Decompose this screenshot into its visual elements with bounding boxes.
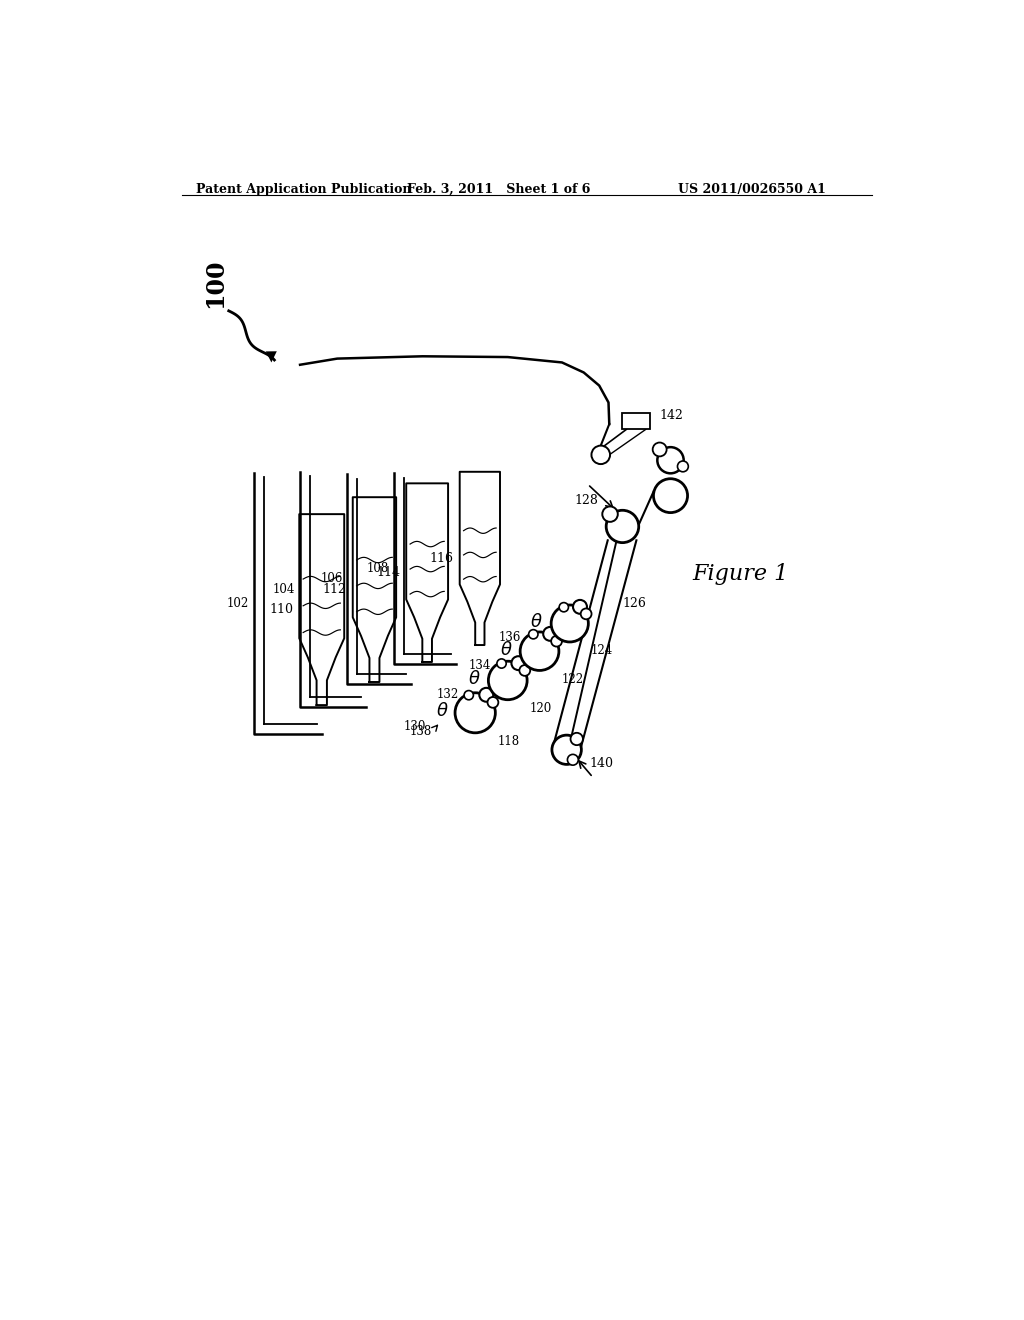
Circle shape — [552, 735, 582, 764]
Circle shape — [551, 605, 589, 642]
Text: $\theta$: $\theta$ — [435, 702, 449, 721]
Circle shape — [455, 693, 496, 733]
Text: 110: 110 — [269, 603, 293, 616]
Circle shape — [511, 656, 525, 671]
Circle shape — [602, 507, 617, 521]
Circle shape — [592, 446, 610, 465]
Text: 122: 122 — [561, 673, 584, 686]
Circle shape — [652, 442, 667, 457]
Text: $\theta$: $\theta$ — [530, 612, 543, 631]
Text: 112: 112 — [323, 583, 346, 597]
Circle shape — [606, 511, 639, 543]
Text: $\theta$: $\theta$ — [500, 640, 513, 659]
Text: 132: 132 — [436, 688, 459, 701]
Text: 120: 120 — [529, 702, 552, 715]
Circle shape — [488, 661, 527, 700]
Text: 108: 108 — [367, 562, 389, 576]
Text: 114: 114 — [376, 566, 400, 579]
Circle shape — [573, 599, 587, 614]
Circle shape — [581, 609, 592, 619]
Circle shape — [464, 690, 473, 700]
Circle shape — [551, 636, 562, 647]
Text: US 2011/0026550 A1: US 2011/0026550 A1 — [678, 183, 826, 197]
Circle shape — [520, 632, 559, 671]
Circle shape — [678, 461, 688, 471]
Text: Figure 1: Figure 1 — [692, 564, 788, 585]
Circle shape — [570, 733, 583, 744]
Text: Feb. 3, 2011   Sheet 1 of 6: Feb. 3, 2011 Sheet 1 of 6 — [407, 183, 591, 197]
Text: 134: 134 — [468, 659, 490, 672]
Text: 118: 118 — [498, 735, 520, 748]
Text: 140: 140 — [590, 758, 614, 770]
Text: 102: 102 — [226, 597, 249, 610]
Text: 136: 136 — [499, 631, 521, 644]
Circle shape — [657, 447, 684, 474]
Text: 142: 142 — [659, 409, 684, 422]
Circle shape — [497, 659, 506, 668]
Circle shape — [479, 688, 494, 702]
Circle shape — [543, 627, 557, 640]
Text: 138: 138 — [410, 725, 432, 738]
Text: 128: 128 — [574, 494, 599, 507]
Circle shape — [653, 479, 687, 512]
Circle shape — [528, 630, 538, 639]
Text: 130: 130 — [404, 721, 426, 733]
Text: 100: 100 — [204, 259, 227, 308]
Bar — [623, 412, 650, 429]
Text: 124: 124 — [591, 644, 613, 657]
Circle shape — [559, 603, 568, 612]
Circle shape — [519, 665, 530, 676]
Circle shape — [567, 755, 579, 766]
Text: 126: 126 — [623, 597, 646, 610]
Text: Patent Application Publication: Patent Application Publication — [197, 183, 412, 197]
Text: 116: 116 — [429, 552, 454, 565]
Text: 104: 104 — [273, 582, 295, 595]
Text: 106: 106 — [321, 573, 343, 585]
Circle shape — [487, 697, 499, 708]
Text: $\theta$: $\theta$ — [468, 671, 480, 688]
